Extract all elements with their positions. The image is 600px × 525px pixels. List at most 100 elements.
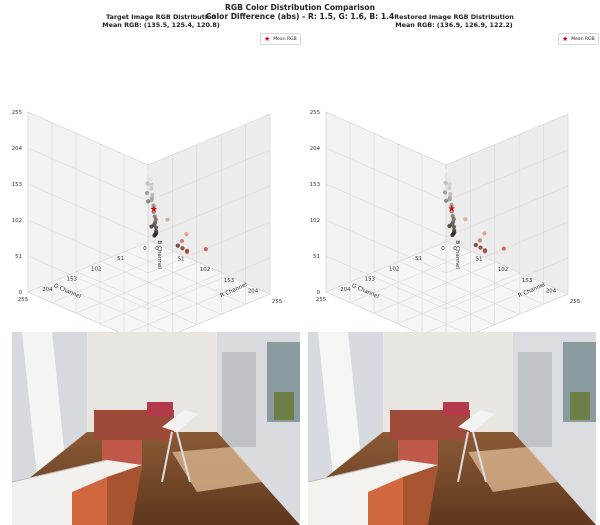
g-tick-label: 51: [117, 256, 124, 262]
b-tick-label: 153: [310, 182, 320, 188]
target-panel-title-line2: Mean RGB: (135.5, 125.4, 120.8): [102, 21, 220, 29]
scatter-point: [148, 177, 154, 182]
r-tick-label: 255: [570, 299, 580, 305]
target-legend: ★ Mean RGB: [260, 33, 301, 45]
b-axis-label: B Channel: [454, 240, 460, 269]
grid-line: [421, 283, 545, 335]
grid-line: [447, 240, 569, 295]
b-tick-label: 51: [15, 254, 22, 260]
r-tick-label: 0: [453, 246, 457, 252]
grid-line: [399, 261, 520, 315]
scatter-point: [450, 232, 455, 238]
scatter-point: [149, 197, 154, 203]
grid-line: [373, 261, 497, 314]
g-tick-label: 0: [441, 246, 445, 252]
scatter-point: [184, 231, 189, 237]
scatter-point: [443, 198, 449, 203]
scatter-point: [151, 203, 156, 208]
grid-line: [147, 185, 271, 238]
scatter-point: [451, 217, 456, 222]
scatter-point: [153, 217, 158, 222]
grid-line: [445, 149, 569, 202]
restored-legend: ★ Mean RGB: [558, 33, 599, 45]
scatter-point: [149, 182, 154, 188]
restored-3d-plot: 0 0 0 51 51 51 102 102 102 153 153 153 204 204 204 255 2…: [310, 110, 580, 346]
scatter-point: [146, 199, 151, 204]
grid-line: [149, 240, 271, 295]
scatter-point: [448, 191, 453, 197]
grid-line: [147, 113, 271, 166]
target-3d-plot: 0 0 0 51 51 51 102 102 102 153 153 153 204 204 204 255 2…: [12, 110, 282, 346]
g-tick-label: 255: [316, 297, 326, 303]
g-tick-label: 102: [389, 266, 399, 272]
g-tick-label: 102: [91, 266, 101, 272]
r-tick-label: 51: [178, 257, 185, 263]
scatter-point: [180, 246, 185, 251]
grid-line: [423, 250, 544, 305]
scatter-point: [447, 182, 452, 187]
scatter-point: [150, 192, 155, 197]
grid-lines: [325, 111, 569, 346]
grid-line: [445, 257, 569, 310]
grid-line: [374, 271, 495, 325]
b-tick-label: 255: [310, 110, 320, 116]
scatter-point: [447, 185, 452, 191]
grid-line: [52, 281, 173, 336]
r-tick-label: 0: [155, 246, 159, 252]
grid-line: [51, 251, 175, 303]
grid-line: [445, 221, 569, 274]
grid-line: [445, 185, 569, 238]
figure-title-line1: RGB Color Distribution Comparison: [224, 3, 375, 12]
grid-line: [445, 113, 569, 166]
grid-line: [27, 147, 149, 202]
r-tick-label: 51: [476, 257, 483, 263]
grid-line: [325, 111, 447, 166]
grid-line: [101, 261, 222, 315]
scatter-point: [152, 214, 157, 219]
g-tick-label: 204: [340, 287, 351, 293]
g-tick-label: 0: [143, 246, 147, 252]
scatter-point: [165, 217, 170, 222]
g-tick-label: 153: [67, 277, 77, 283]
grid-line: [147, 257, 271, 310]
scatter-point: [463, 217, 468, 222]
axes-panes: [27, 111, 271, 346]
tick-labels: 0 0 0 51 51 51 102 102 102 153 153 153 204 204 204 255 2…: [12, 110, 282, 305]
grid-line: [27, 255, 149, 310]
b-tick-label: 204: [310, 146, 321, 152]
grid-line: [27, 111, 149, 166]
scatter-point: [447, 223, 452, 229]
scatter-point: [149, 186, 154, 191]
target-image: [12, 332, 300, 525]
scatter-point: [449, 209, 454, 214]
r-tick-label: 153: [224, 278, 234, 284]
scatter-point: [179, 238, 185, 244]
scatter-point: [444, 169, 450, 174]
scatter-point: [446, 176, 452, 181]
scatter-point: [149, 224, 154, 229]
restored-panel-title-line2: Mean RGB: (136.9, 126.9, 122.2): [395, 21, 513, 29]
grid-line: [75, 261, 199, 314]
grid-line: [325, 255, 447, 310]
star-marker-icon: ★: [562, 34, 569, 43]
target-legend-label: Mean RGB: [273, 36, 297, 42]
b-tick-label: 51: [313, 254, 320, 260]
scatter-point: [184, 248, 190, 253]
restored-image: [308, 332, 596, 525]
grid-line: [27, 183, 149, 238]
r-tick-label: 102: [498, 267, 508, 273]
grid-line: [125, 250, 246, 305]
grid-line: [123, 283, 247, 335]
restored-panel-title-line1: Restored Image RGB Distribution: [394, 13, 514, 21]
scatter-point: [449, 202, 454, 207]
restored-room-photo: [308, 332, 596, 525]
scatter-point: [442, 190, 448, 195]
b-tick-label: 102: [310, 218, 320, 224]
g-tick-label: 153: [365, 277, 375, 283]
scatter-points: [442, 169, 506, 254]
target-panel-title: Target Image RGB Distribution Mean RGB: …: [41, 13, 281, 29]
scatter-point: [151, 209, 156, 215]
figure-title-line2: Color Difference (abs) - R: 1.5, G: 1.6,…: [205, 12, 395, 21]
figure-title: RGB Color Distribution Comparison Color …: [0, 3, 600, 21]
g-tick-label: 255: [18, 297, 28, 303]
